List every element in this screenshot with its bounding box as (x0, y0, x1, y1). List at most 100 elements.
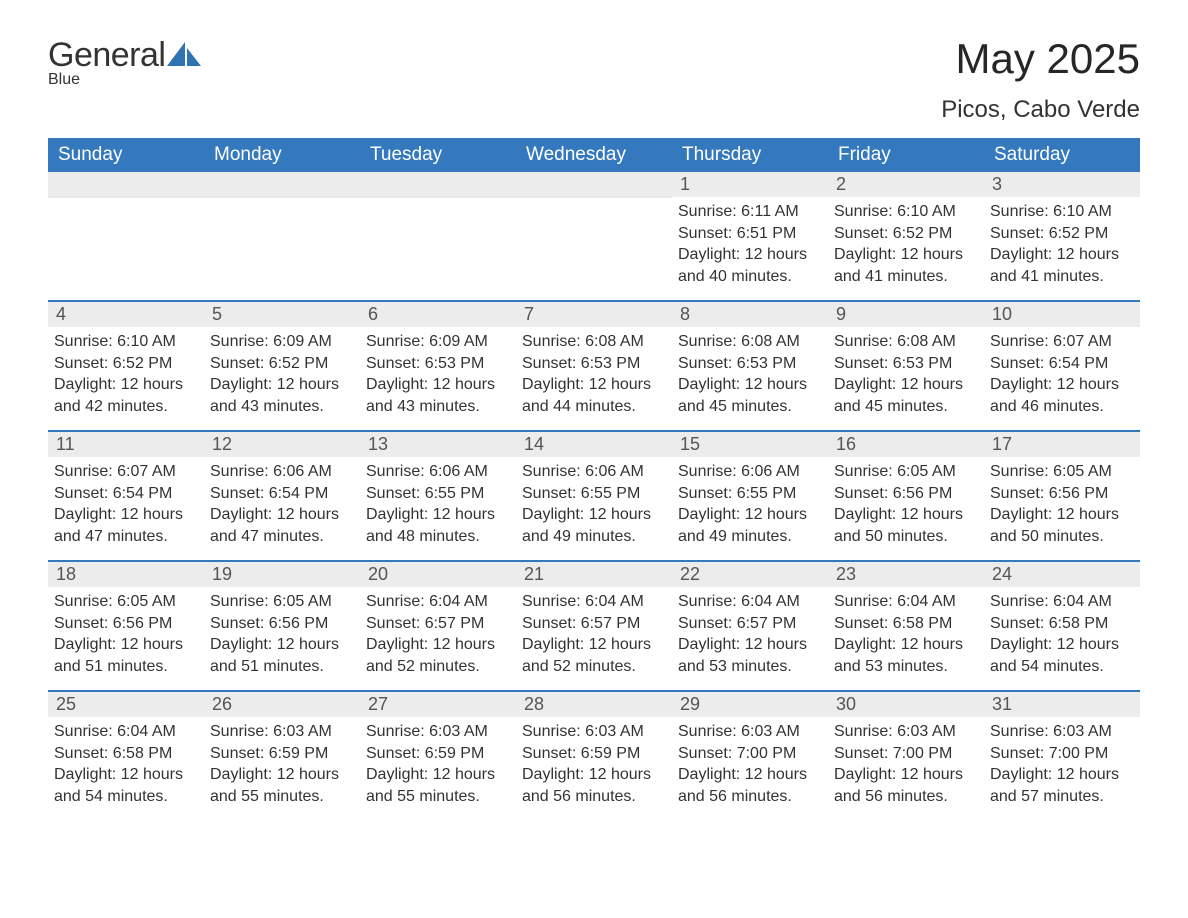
daylight-text-1: Daylight: 12 hours (54, 764, 198, 786)
day-cell: 1Sunrise: 6:11 AMSunset: 6:51 PMDaylight… (672, 172, 828, 300)
empty-day-bar (48, 172, 204, 198)
day-details: Sunrise: 6:10 AMSunset: 6:52 PMDaylight:… (984, 197, 1140, 289)
day-cell: 6Sunrise: 6:09 AMSunset: 6:53 PMDaylight… (360, 302, 516, 430)
sunset-text: Sunset: 6:58 PM (54, 743, 198, 765)
sunset-text: Sunset: 7:00 PM (678, 743, 822, 765)
day-details: Sunrise: 6:08 AMSunset: 6:53 PMDaylight:… (672, 327, 828, 419)
day-details: Sunrise: 6:05 AMSunset: 6:56 PMDaylight:… (48, 587, 204, 679)
day-cell: 15Sunrise: 6:06 AMSunset: 6:55 PMDayligh… (672, 432, 828, 560)
sunset-text: Sunset: 7:00 PM (990, 743, 1134, 765)
sunset-text: Sunset: 6:53 PM (522, 353, 666, 375)
day-cell: 27Sunrise: 6:03 AMSunset: 6:59 PMDayligh… (360, 692, 516, 820)
daylight-text-2: and 55 minutes. (366, 786, 510, 808)
day-details: Sunrise: 6:04 AMSunset: 6:58 PMDaylight:… (984, 587, 1140, 679)
daylight-text-2: and 41 minutes. (990, 266, 1134, 288)
sunrise-text: Sunrise: 6:04 AM (678, 591, 822, 613)
day-number: 17 (984, 432, 1140, 457)
day-number: 30 (828, 692, 984, 717)
daylight-text-1: Daylight: 12 hours (990, 244, 1134, 266)
day-cell: 20Sunrise: 6:04 AMSunset: 6:57 PMDayligh… (360, 562, 516, 690)
day-number: 13 (360, 432, 516, 457)
day-details: Sunrise: 6:03 AMSunset: 6:59 PMDaylight:… (204, 717, 360, 809)
day-cell: 4Sunrise: 6:10 AMSunset: 6:52 PMDaylight… (48, 302, 204, 430)
day-number: 18 (48, 562, 204, 587)
sunset-text: Sunset: 6:56 PM (210, 613, 354, 635)
day-number: 26 (204, 692, 360, 717)
day-details: Sunrise: 6:10 AMSunset: 6:52 PMDaylight:… (828, 197, 984, 289)
sunrise-text: Sunrise: 6:03 AM (366, 721, 510, 743)
weekday-header: Tuesday (360, 138, 516, 172)
day-cell: 25Sunrise: 6:04 AMSunset: 6:58 PMDayligh… (48, 692, 204, 820)
day-cell: 17Sunrise: 6:05 AMSunset: 6:56 PMDayligh… (984, 432, 1140, 560)
day-cell: 22Sunrise: 6:04 AMSunset: 6:57 PMDayligh… (672, 562, 828, 690)
day-details: Sunrise: 6:09 AMSunset: 6:53 PMDaylight:… (360, 327, 516, 419)
daylight-text-1: Daylight: 12 hours (678, 374, 822, 396)
daylight-text-1: Daylight: 12 hours (522, 634, 666, 656)
day-cell: 29Sunrise: 6:03 AMSunset: 7:00 PMDayligh… (672, 692, 828, 820)
empty-day-bar (204, 172, 360, 198)
day-number: 11 (48, 432, 204, 457)
day-cell: 31Sunrise: 6:03 AMSunset: 7:00 PMDayligh… (984, 692, 1140, 820)
sunset-text: Sunset: 6:53 PM (366, 353, 510, 375)
day-details: Sunrise: 6:07 AMSunset: 6:54 PMDaylight:… (984, 327, 1140, 419)
day-cell (360, 172, 516, 300)
sunrise-text: Sunrise: 6:08 AM (834, 331, 978, 353)
sunset-text: Sunset: 6:54 PM (54, 483, 198, 505)
daylight-text-1: Daylight: 12 hours (54, 634, 198, 656)
sunset-text: Sunset: 6:52 PM (210, 353, 354, 375)
daylight-text-2: and 50 minutes. (834, 526, 978, 548)
sunset-text: Sunset: 6:56 PM (834, 483, 978, 505)
day-details: Sunrise: 6:04 AMSunset: 6:57 PMDaylight:… (360, 587, 516, 679)
sunrise-text: Sunrise: 6:06 AM (210, 461, 354, 483)
daylight-text-2: and 56 minutes. (678, 786, 822, 808)
daylight-text-2: and 45 minutes. (678, 396, 822, 418)
daylight-text-1: Daylight: 12 hours (990, 764, 1134, 786)
day-details: Sunrise: 6:03 AMSunset: 6:59 PMDaylight:… (360, 717, 516, 809)
sunset-text: Sunset: 6:51 PM (678, 223, 822, 245)
sunrise-text: Sunrise: 6:09 AM (210, 331, 354, 353)
daylight-text-2: and 53 minutes. (834, 656, 978, 678)
daylight-text-1: Daylight: 12 hours (990, 374, 1134, 396)
day-number: 20 (360, 562, 516, 587)
day-cell: 7Sunrise: 6:08 AMSunset: 6:53 PMDaylight… (516, 302, 672, 430)
day-number: 28 (516, 692, 672, 717)
sunset-text: Sunset: 6:52 PM (990, 223, 1134, 245)
day-cell: 8Sunrise: 6:08 AMSunset: 6:53 PMDaylight… (672, 302, 828, 430)
day-number: 16 (828, 432, 984, 457)
day-number: 22 (672, 562, 828, 587)
day-details: Sunrise: 6:07 AMSunset: 6:54 PMDaylight:… (48, 457, 204, 549)
sunset-text: Sunset: 6:59 PM (210, 743, 354, 765)
sunrise-text: Sunrise: 6:06 AM (522, 461, 666, 483)
day-cell: 28Sunrise: 6:03 AMSunset: 6:59 PMDayligh… (516, 692, 672, 820)
weekday-header: Saturday (984, 138, 1140, 172)
daylight-text-2: and 44 minutes. (522, 396, 666, 418)
sunrise-text: Sunrise: 6:05 AM (54, 591, 198, 613)
day-details: Sunrise: 6:04 AMSunset: 6:57 PMDaylight:… (516, 587, 672, 679)
day-cell: 30Sunrise: 6:03 AMSunset: 7:00 PMDayligh… (828, 692, 984, 820)
day-cell: 21Sunrise: 6:04 AMSunset: 6:57 PMDayligh… (516, 562, 672, 690)
daylight-text-2: and 56 minutes. (834, 786, 978, 808)
sunset-text: Sunset: 6:53 PM (834, 353, 978, 375)
sunrise-text: Sunrise: 6:10 AM (990, 201, 1134, 223)
sunrise-text: Sunrise: 6:04 AM (366, 591, 510, 613)
weekday-header: Thursday (672, 138, 828, 172)
daylight-text-1: Daylight: 12 hours (210, 634, 354, 656)
sunrise-text: Sunrise: 6:11 AM (678, 201, 822, 223)
weekday-header: Monday (204, 138, 360, 172)
day-details: Sunrise: 6:05 AMSunset: 6:56 PMDaylight:… (204, 587, 360, 679)
day-details: Sunrise: 6:11 AMSunset: 6:51 PMDaylight:… (672, 197, 828, 289)
day-cell (204, 172, 360, 300)
sunset-text: Sunset: 6:54 PM (990, 353, 1134, 375)
location-label: Picos, Cabo Verde (941, 96, 1140, 124)
sunrise-text: Sunrise: 6:04 AM (522, 591, 666, 613)
day-details: Sunrise: 6:10 AMSunset: 6:52 PMDaylight:… (48, 327, 204, 419)
day-details: Sunrise: 6:08 AMSunset: 6:53 PMDaylight:… (828, 327, 984, 419)
daylight-text-1: Daylight: 12 hours (990, 504, 1134, 526)
sunset-text: Sunset: 6:53 PM (678, 353, 822, 375)
day-number: 8 (672, 302, 828, 327)
sunset-text: Sunset: 6:57 PM (678, 613, 822, 635)
sunrise-text: Sunrise: 6:07 AM (54, 461, 198, 483)
daylight-text-1: Daylight: 12 hours (834, 374, 978, 396)
day-number: 29 (672, 692, 828, 717)
sunset-text: Sunset: 6:52 PM (834, 223, 978, 245)
